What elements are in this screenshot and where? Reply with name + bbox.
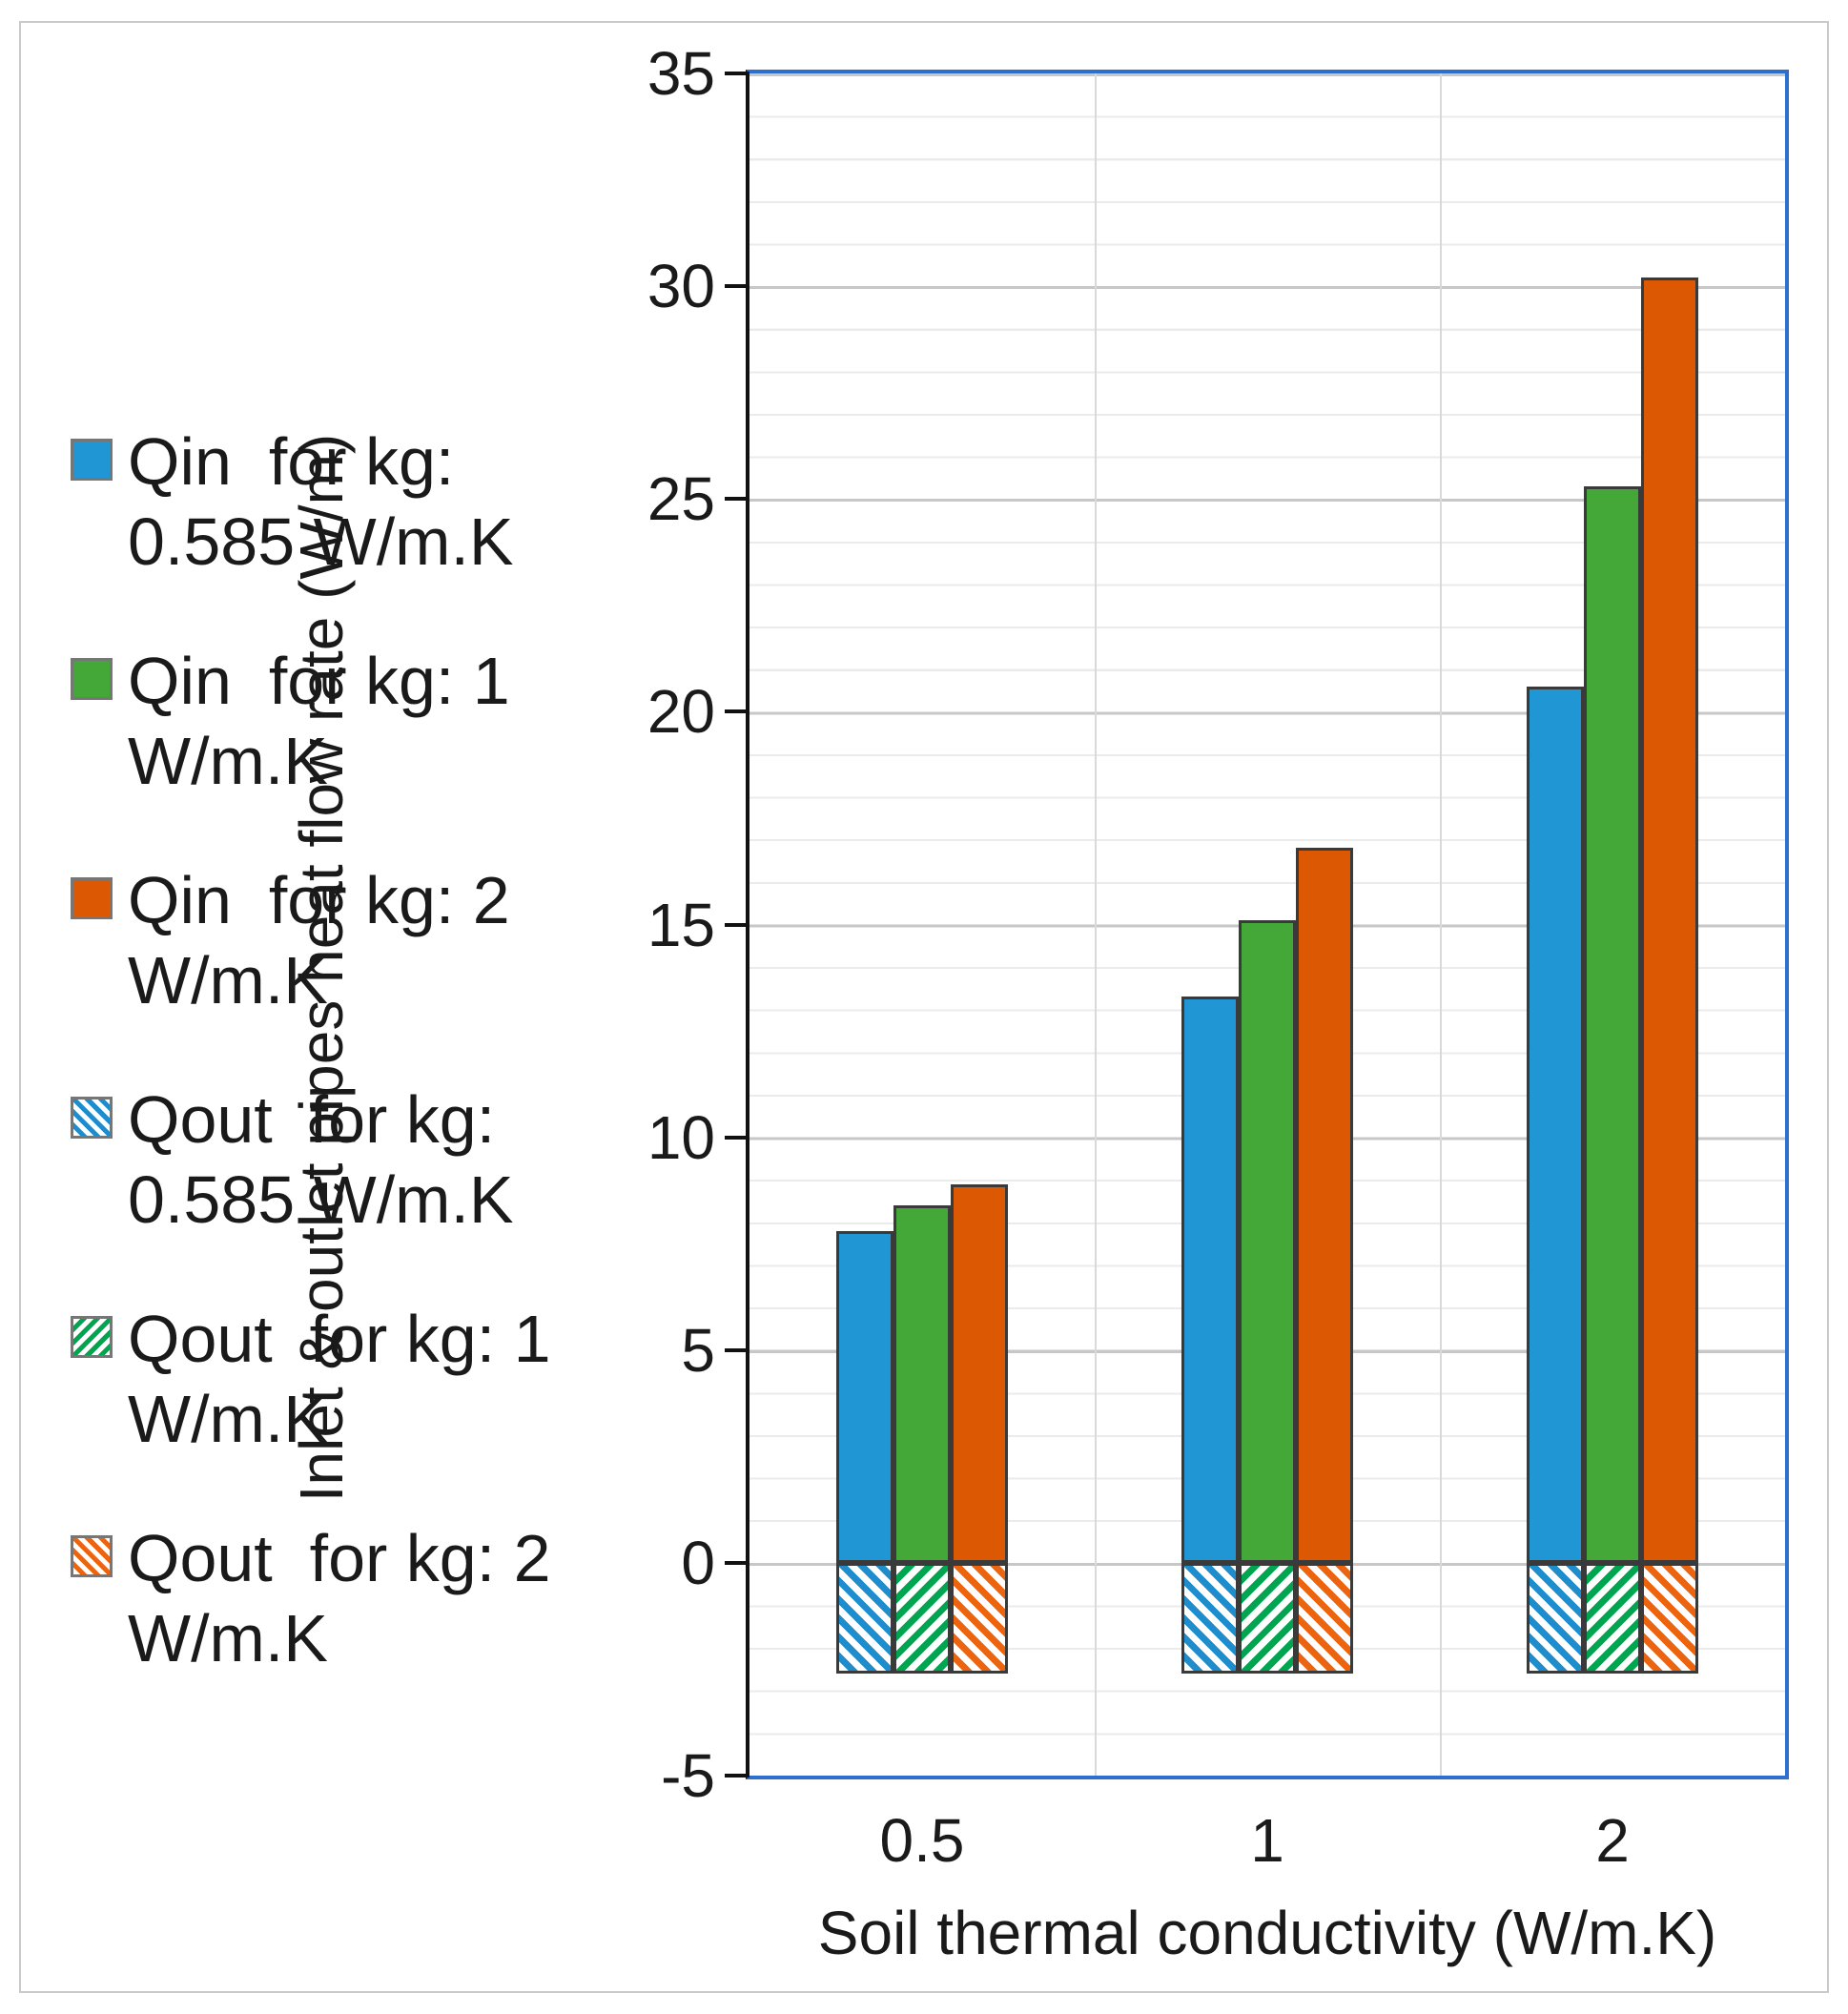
legend-item-qout-0585: Qout for kg: 0.585 W/m.K bbox=[59, 1079, 593, 1240]
category-separator bbox=[1094, 73, 1097, 1776]
x-tick-label-2: 2 bbox=[1595, 1806, 1630, 1875]
legend-label: Qout for kg: 2 W/m.K bbox=[128, 1521, 551, 1675]
y-tick-mark bbox=[725, 1560, 749, 1565]
y-tick-mark bbox=[725, 284, 749, 289]
legend-label: Qout for kg: 1 W/m.K bbox=[128, 1302, 551, 1456]
y-tick-label-15: 15 bbox=[647, 890, 715, 959]
legend-item-qin-1: Qin for kg: 1 W/m.K bbox=[59, 641, 593, 801]
bar-qout-series1-cat-0.5 bbox=[893, 1562, 951, 1674]
bar-qout-series0-cat-0.5 bbox=[836, 1562, 893, 1674]
bar-qout-series1-cat-2 bbox=[1584, 1562, 1641, 1674]
legend-label: Qout for kg: 0.585 W/m.K bbox=[128, 1082, 514, 1237]
bar-qin-series0-cat-0.5 bbox=[836, 1230, 893, 1563]
bar-qin-series1-cat-2 bbox=[1584, 485, 1641, 1563]
bar-qin-series2-cat-1 bbox=[1296, 848, 1353, 1563]
y-tick-mark bbox=[725, 1774, 749, 1778]
bar-qin-series2-cat-0.5 bbox=[951, 1183, 1008, 1563]
y-tick-label-5: 5 bbox=[681, 1315, 715, 1385]
y-tick-mark bbox=[725, 72, 749, 75]
bar-qin-series1-cat-0.5 bbox=[893, 1205, 951, 1563]
bar-qout-series2-cat-2 bbox=[1641, 1562, 1698, 1674]
x-tick-label-1: 1 bbox=[1250, 1806, 1284, 1875]
legend-swatch-qout-2-icon bbox=[71, 1535, 113, 1577]
chart-legend: Qin for kg: 0.585 W/m.K Qin for kg: 1 W/m.… bbox=[59, 421, 593, 1737]
bar-qout-series0-cat-2 bbox=[1527, 1562, 1584, 1674]
y-tick-mark bbox=[725, 1135, 749, 1140]
y-tick-label-0: 0 bbox=[681, 1528, 715, 1597]
bar-qout-series2-cat-1 bbox=[1296, 1562, 1353, 1674]
bar-qin-series0-cat-2 bbox=[1527, 686, 1584, 1563]
legend-item-qout-1: Qout for kg: 1 W/m.K bbox=[59, 1299, 593, 1459]
y-tick-label-25: 25 bbox=[647, 464, 715, 534]
figure-border bbox=[19, 21, 1829, 1993]
legend-item-qin-0585: Qin for kg: 0.585 W/m.K bbox=[59, 421, 593, 582]
legend-label: Qin for kg: 1 W/m.K bbox=[128, 644, 510, 798]
legend-swatch-qin-1-icon bbox=[71, 658, 113, 700]
plot-area bbox=[746, 70, 1789, 1779]
bar-qin-series0-cat-1 bbox=[1181, 997, 1239, 1563]
legend-item-qin-2: Qin for kg: 2 W/m.K bbox=[59, 860, 593, 1020]
legend-swatch-qin-2-icon bbox=[71, 877, 113, 919]
bar-qin-series1-cat-1 bbox=[1239, 920, 1296, 1563]
y-tick-label-35: 35 bbox=[647, 39, 715, 108]
plot-grid bbox=[749, 73, 1785, 1776]
x-tick-label-0.5: 0.5 bbox=[879, 1806, 965, 1875]
legend-swatch-qout-1-icon bbox=[71, 1316, 113, 1358]
y-tick-label-30: 30 bbox=[647, 252, 715, 321]
y-tick-mark bbox=[725, 497, 749, 502]
y-tick-mark bbox=[725, 922, 749, 927]
y-tick-label-20: 20 bbox=[647, 677, 715, 747]
y-axis-title: Inlet & outlet pipes heat flow rate (W/m… bbox=[287, 433, 356, 1503]
legend-label: Qin for kg: 0.585 W/m.K bbox=[128, 424, 514, 579]
y-tick-label-10: 10 bbox=[647, 1102, 715, 1172]
bar-qout-series0-cat-1 bbox=[1181, 1562, 1239, 1674]
bar-qin-series2-cat-2 bbox=[1641, 277, 1698, 1563]
legend-swatch-qout-0585-icon bbox=[71, 1097, 113, 1139]
y-tick-label--5: -5 bbox=[661, 1741, 715, 1810]
bar-qout-series1-cat-1 bbox=[1239, 1562, 1296, 1674]
legend-item-qout-2: Qout for kg: 2 W/m.K bbox=[59, 1518, 593, 1678]
category-separator bbox=[1440, 73, 1442, 1776]
x-axis-title: Soil thermal conductivity (W/m.K) bbox=[817, 1899, 1717, 1967]
y-tick-mark bbox=[725, 709, 749, 714]
bar-qout-series2-cat-0.5 bbox=[951, 1562, 1008, 1674]
legend-swatch-qin-0585-icon bbox=[71, 439, 113, 481]
y-tick-mark bbox=[725, 1347, 749, 1352]
legend-label: Qin for kg: 2 W/m.K bbox=[128, 863, 510, 1017]
